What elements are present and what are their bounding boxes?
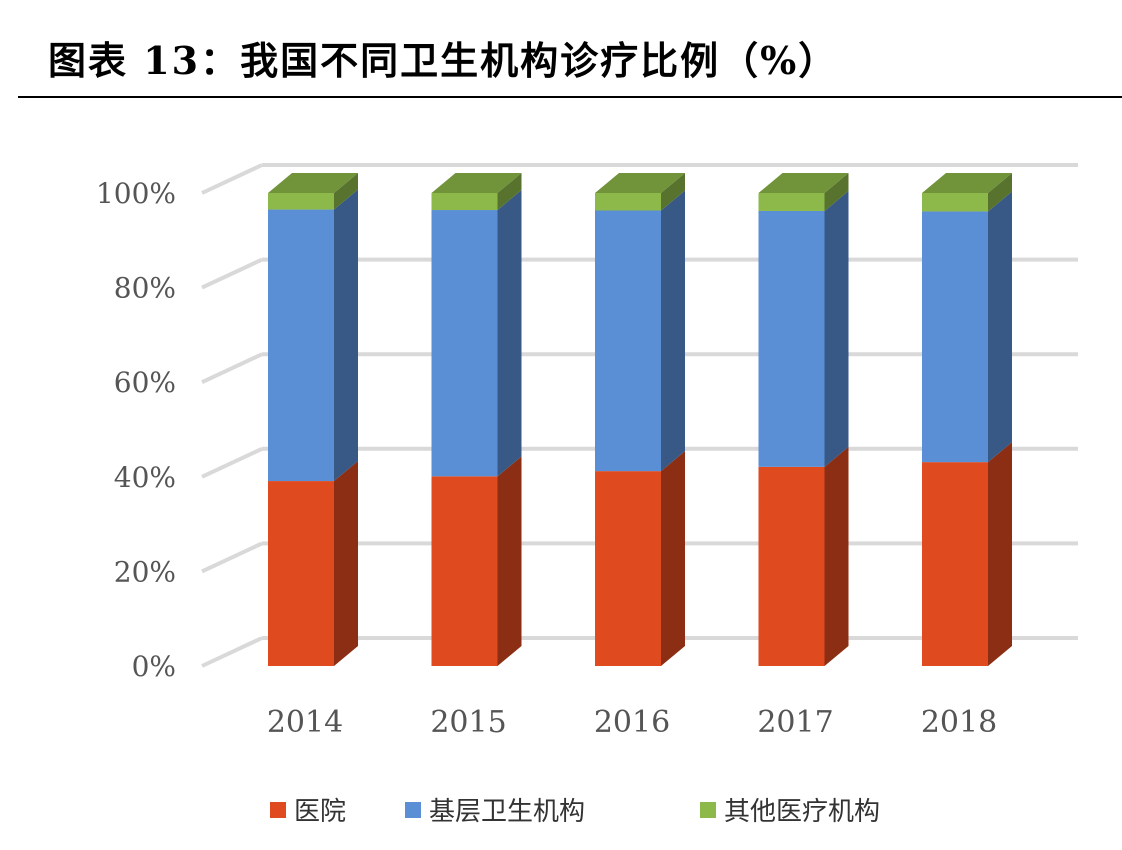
bar-segment [595, 471, 661, 666]
bar-side [988, 173, 1012, 212]
bar-segment [431, 193, 498, 211]
bar-side [497, 190, 522, 477]
gridline-diagonal [201, 257, 263, 290]
bar-side [824, 190, 849, 467]
bar-top [922, 173, 1012, 193]
bar-side [988, 191, 1012, 463]
bar-top [431, 173, 522, 193]
x-tick-label: 2017 [757, 705, 833, 740]
gridline-diagonal [201, 446, 263, 479]
x-tick-label: 2014 [267, 705, 343, 740]
bar-segment [431, 210, 498, 477]
y-axis-tick-labels: 0% 20% 40% 60% 80% 100% [96, 177, 176, 683]
legend-swatch [700, 802, 716, 818]
bar-segment [922, 462, 988, 666]
bar-side [824, 446, 849, 666]
legend-swatch [270, 802, 286, 818]
bar-side [497, 173, 522, 211]
bar-side [334, 189, 358, 482]
bar-side [497, 456, 522, 666]
bar-segment [758, 210, 825, 467]
y-tick-label: 60% [114, 366, 176, 399]
bar-side [661, 190, 685, 472]
bar-side [661, 173, 685, 211]
y-tick-label: 0% [132, 650, 176, 683]
y-tick-label: 80% [114, 272, 176, 305]
bar-segment [268, 481, 334, 666]
bar-top [595, 173, 685, 193]
gridline-diagonal [201, 541, 263, 574]
legend-swatch [405, 802, 421, 818]
gridline-diagonal [201, 352, 263, 385]
bar-segment [431, 476, 498, 666]
legend: 医院 基层卫生机构 其他医疗机构 [270, 797, 880, 827]
bar-segment [268, 193, 334, 210]
bar-segment [595, 193, 661, 211]
bar-side [988, 442, 1012, 666]
bar-segment [758, 466, 825, 666]
bar-top [758, 173, 849, 193]
x-axis-tick-labels: 2014 2015 2016 2017 2018 [267, 705, 997, 740]
x-tick-label: 2015 [430, 705, 506, 740]
bar-segment [922, 193, 988, 212]
bar-segment [595, 210, 661, 472]
bar-side [661, 451, 685, 666]
legend-label: 医院 [294, 797, 346, 827]
bar-segment [268, 209, 334, 482]
legend-label: 基层卫生机构 [429, 797, 585, 827]
bar-top [268, 173, 358, 193]
title-divider [18, 96, 1122, 98]
gridline-diagonal [201, 163, 263, 195]
legend-label: 其他医疗机构 [724, 797, 880, 827]
bar-segment [758, 193, 825, 211]
x-tick-label: 2018 [921, 705, 997, 740]
gridline-diagonal [201, 636, 263, 668]
y-tick-label: 20% [114, 555, 176, 588]
y-tick-label: 40% [114, 461, 176, 494]
bar-side [824, 173, 849, 211]
bar-segment [922, 211, 988, 463]
bar-side [334, 173, 358, 210]
chart-title: 图表 13：我国不同卫生机构诊疗比例（%） [48, 38, 839, 83]
bars [268, 173, 1012, 666]
y-tick-label: 100% [96, 177, 176, 210]
x-tick-label: 2016 [594, 705, 670, 740]
bar-side [334, 461, 358, 666]
